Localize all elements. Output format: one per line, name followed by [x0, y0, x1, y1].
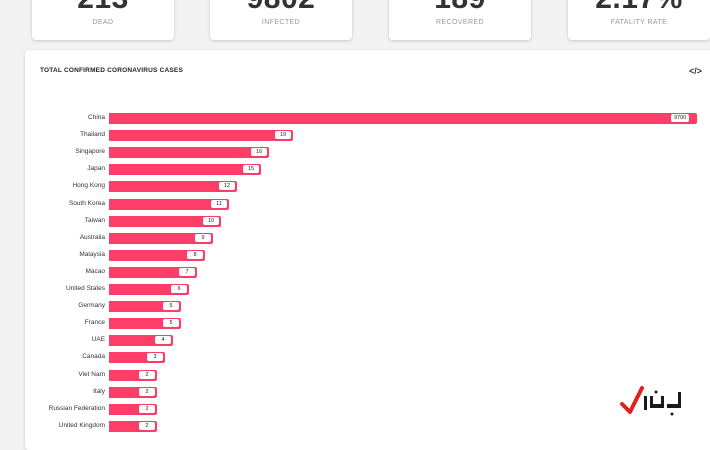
bar — [109, 232, 213, 244]
country-label: Viet Nam — [78, 370, 105, 378]
country-label: Hong Kong — [72, 182, 105, 190]
chart-row: Canada 3 — [25, 351, 710, 368]
bar-value-label: 9 — [195, 233, 211, 242]
stat-label: INFECTED — [261, 19, 301, 26]
bar-value-label: 5 — [163, 319, 179, 328]
country-label: United States — [65, 285, 105, 292]
bar-value-label: 5 — [163, 302, 179, 311]
chart-row: China 9700 — [25, 112, 710, 129]
bar-value-label: 16 — [251, 148, 267, 157]
chart-row: Malaysia 8 — [25, 249, 710, 266]
bar-value-label: 12 — [219, 182, 235, 191]
country-label: Thailand — [80, 131, 105, 139]
chart-row: Thailand 19 — [25, 129, 710, 146]
country-label: Germany — [78, 302, 105, 310]
chart-row: France 5 — [25, 317, 710, 334]
stat-value: 2.17% — [568, 0, 710, 14]
chart-row: Macao 7 — [25, 266, 710, 283]
bar-value-label: 11 — [211, 199, 227, 208]
bar-value-label: 4 — [155, 336, 171, 345]
chart-row: Russian Federation 2 — [25, 403, 710, 420]
stat-card-recovered: 189 RECOVERED — [389, 0, 531, 40]
stat-label: DEAD — [92, 19, 114, 26]
stat-card-fatality-rate: 2.17% FATALITY RATE — [568, 0, 710, 40]
bar — [109, 420, 157, 432]
chart-row: Viet Nam 2 — [25, 369, 710, 386]
bar — [109, 284, 189, 295]
bar — [109, 318, 181, 330]
country-label: South Korea — [68, 199, 105, 207]
bar-value-label: 10 — [203, 216, 219, 225]
country-label: United Kingdom — [58, 421, 105, 429]
chart-row: United Kingdom 2 — [25, 420, 710, 437]
bar-value-label: 15 — [243, 165, 259, 174]
bar — [109, 215, 221, 227]
country-label: Australia — [79, 233, 105, 241]
chart-row: United States 6 — [25, 283, 710, 300]
bar-value-label: 7 — [179, 267, 195, 276]
code-icon[interactable]: </> — [689, 66, 703, 76]
country-label: China — [88, 114, 105, 121]
bar — [109, 335, 173, 347]
country-label: UAE — [91, 336, 105, 344]
chart-row: UAE 4 — [25, 334, 710, 351]
bar-value-label: 6 — [171, 285, 187, 293]
stat-value: 213 — [32, 0, 174, 14]
bar-value-label: 2 — [139, 370, 155, 379]
chart-row: Singapore 16 — [25, 146, 710, 163]
country-label: Italy — [93, 387, 105, 395]
country-label: Japan — [87, 165, 105, 173]
bar — [109, 369, 157, 381]
chart-row: Taiwan 10 — [25, 215, 710, 232]
bar — [109, 130, 293, 142]
bar — [109, 403, 157, 415]
bar — [109, 386, 157, 398]
bar — [109, 181, 237, 193]
country-label: Malaysia — [79, 250, 105, 258]
stat-value: 189 — [389, 0, 531, 14]
bar — [109, 164, 261, 176]
country-label: Russian Federation — [48, 404, 105, 412]
bar — [109, 113, 697, 124]
country-label: Macao — [85, 267, 105, 275]
bar-value-label: 9700 — [671, 114, 690, 122]
bar-value-label: 2 — [139, 404, 155, 413]
chart-row: Germany 5 — [25, 300, 710, 317]
chart-row: South Korea 11 — [25, 198, 710, 215]
bar — [109, 147, 269, 159]
bar — [109, 301, 181, 313]
chart-row: Japan 15 — [25, 163, 710, 180]
bar-value-label: 19 — [275, 131, 291, 140]
bar-value-label: 2 — [139, 387, 155, 396]
stat-label: FATALITY RATE — [610, 19, 668, 26]
country-label: Singapore — [75, 148, 105, 156]
stat-card-infected: 9802 INFECTED — [210, 0, 352, 40]
country-label: France — [84, 319, 105, 327]
chart-row: Australia 9 — [25, 232, 710, 249]
bar-value-label: 3 — [147, 353, 163, 362]
chart-title: TOTAL CONFIRMED CORONAVIRUS CASES — [40, 67, 183, 74]
bar — [109, 266, 197, 278]
chart-row: Hong Kong 12 — [25, 180, 710, 197]
chart-row: Italy 2 — [25, 386, 710, 403]
bar — [109, 198, 229, 210]
country-label: Canada — [82, 353, 105, 361]
bar — [109, 352, 165, 364]
stat-label: RECOVERED — [436, 19, 484, 26]
bar-value-label: 8 — [187, 250, 203, 259]
watermark-logo — [620, 386, 681, 416]
stat-value: 9802 — [210, 0, 352, 14]
bar — [109, 249, 205, 261]
bar-value-label: 2 — [139, 421, 155, 430]
stat-card-dead: 213 DEAD — [32, 0, 174, 40]
country-label: Taiwan — [84, 216, 105, 224]
cases-chart-panel: TOTAL CONFIRMED CORONAVIRUS CASES </> Ch… — [25, 50, 710, 450]
